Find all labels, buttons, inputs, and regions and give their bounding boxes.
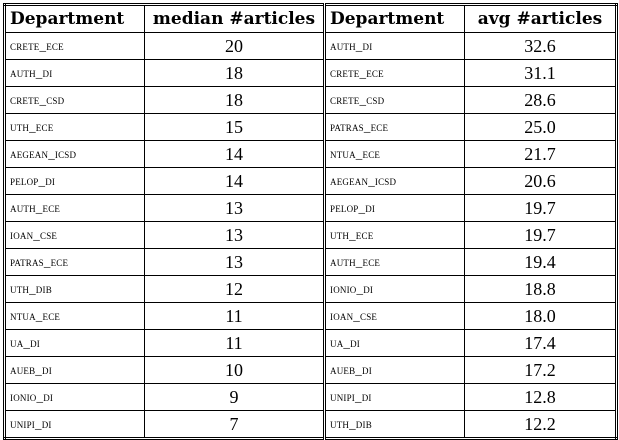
header-avg-articles: avg #articles [464,4,617,33]
avg-cell: 12.2 [464,410,617,439]
median-cell: 18 [144,59,326,87]
department-cell: ioan_cse [4,221,145,249]
department-cell: ioan_cse [324,302,465,330]
median-cell: 15 [144,113,326,141]
department-cell: patras_ece [4,248,145,276]
department-cell: uth_dib [324,410,465,439]
department-cell: unipi_di [4,410,145,439]
department-cell: ionio_di [324,275,465,303]
department-cell: pelop_di [4,167,145,195]
median-cell: 11 [144,329,326,357]
header-row: Department median #articles Department a… [4,4,617,33]
header-median-articles: median #articles [144,4,326,33]
avg-cell: 31.1 [464,59,617,87]
table-row: unipi_di 7 uth_dib 12.2 [4,410,617,439]
department-cell: ntua_ece [324,140,465,168]
avg-cell: 18.0 [464,302,617,330]
department-cell: auth_ece [4,194,145,222]
table-row: ioan_cse 13 uth_ece 19.7 [4,221,617,249]
department-cell: uth_ece [4,113,145,141]
department-cell: aegean_icsd [4,140,145,168]
department-cell: crete_csd [4,86,145,114]
department-cell: crete_ece [324,59,465,87]
avg-cell: 12.8 [464,383,617,411]
avg-cell: 17.2 [464,356,617,384]
table-row: auth_di 18 crete_ece 31.1 [4,59,617,87]
median-cell: 12 [144,275,326,303]
department-cell: crete_ece [4,32,145,60]
department-cell: uth_ece [324,221,465,249]
department-cell: ntua_ece [4,302,145,330]
avg-cell: 32.6 [464,32,617,60]
table-row: patras_ece 13 auth_ece 19.4 [4,248,617,276]
median-cell: 18 [144,86,326,114]
table-row: ua_di 11 ua_di 17.4 [4,329,617,357]
median-cell: 11 [144,302,326,330]
avg-cell: 19.4 [464,248,617,276]
avg-cell: 20.6 [464,167,617,195]
avg-cell: 17.4 [464,329,617,357]
department-cell: ua_di [4,329,145,357]
table-row: ntua_ece 11 ioan_cse 18.0 [4,302,617,330]
median-cell: 9 [144,383,326,411]
table-row: aegean_icsd 14 ntua_ece 21.7 [4,140,617,168]
department-cell: auth_di [324,32,465,60]
median-cell: 20 [144,32,326,60]
table-row: aueb_di 10 aueb_di 17.2 [4,356,617,384]
table-row: uth_dib 12 ionio_di 18.8 [4,275,617,303]
table-row: uth_ece 15 patras_ece 25.0 [4,113,617,141]
table-row: ionio_di 9 unipi_di 12.8 [4,383,617,411]
department-cell: crete_csd [324,86,465,114]
avg-cell: 18.8 [464,275,617,303]
median-cell: 13 [144,248,326,276]
avg-cell: 28.6 [464,86,617,114]
department-cell: pelop_di [324,194,465,222]
header-department-median: Department [4,4,145,33]
median-cell: 10 [144,356,326,384]
median-cell: 14 [144,140,326,168]
department-cell: uth_dib [4,275,145,303]
median-cell: 13 [144,221,326,249]
header-department-avg: Department [324,4,465,33]
median-cell: 13 [144,194,326,222]
table-row: crete_ece 20 auth_di 32.6 [4,32,617,60]
department-cell: aueb_di [324,356,465,384]
table-row: pelop_di 14 aegean_icsd 20.6 [4,167,617,195]
avg-cell: 25.0 [464,113,617,141]
department-cell: aueb_di [4,356,145,384]
department-cell: auth_di [4,59,145,87]
department-articles-table: Department median #articles Department a… [3,3,618,440]
department-cell: ua_di [324,329,465,357]
department-cell: auth_ece [324,248,465,276]
department-cell: ionio_di [4,383,145,411]
avg-cell: 19.7 [464,221,617,249]
median-cell: 14 [144,167,326,195]
table-row: crete_csd 18 crete_csd 28.6 [4,86,617,114]
avg-cell: 19.7 [464,194,617,222]
table-row: auth_ece 13 pelop_di 19.7 [4,194,617,222]
department-cell: unipi_di [324,383,465,411]
table-container: Department median #articles Department a… [3,3,618,440]
department-cell: aegean_icsd [324,167,465,195]
median-cell: 7 [144,410,326,439]
avg-cell: 21.7 [464,140,617,168]
department-cell: patras_ece [324,113,465,141]
